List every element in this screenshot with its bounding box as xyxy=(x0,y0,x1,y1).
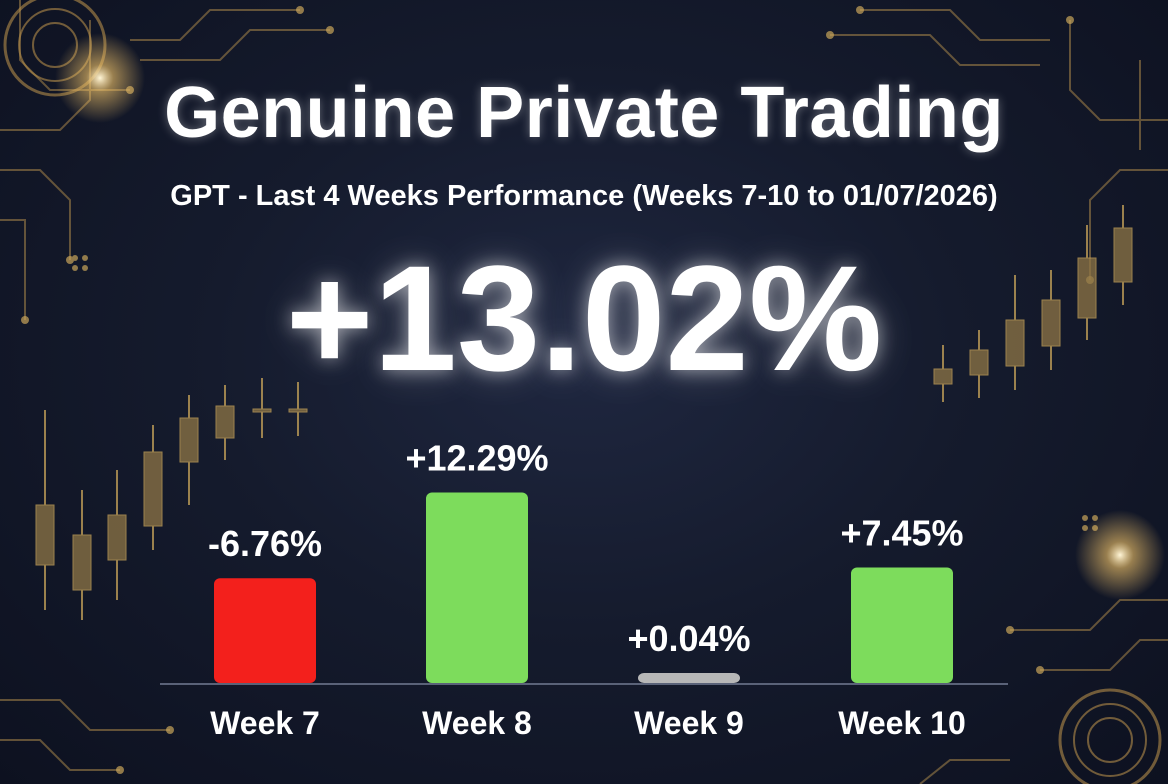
bar-value-label: +7.45% xyxy=(840,513,963,554)
bar-week-10 xyxy=(851,567,953,683)
category-label: Week 9 xyxy=(634,705,744,741)
category-label: Week 8 xyxy=(422,705,532,741)
bar-value-label: -6.76% xyxy=(208,523,322,564)
bar-week-8 xyxy=(426,492,528,683)
page-title: Genuine Private Trading xyxy=(164,73,1004,153)
bar-value-label: +0.04% xyxy=(627,618,750,659)
bar-week-7 xyxy=(214,578,316,683)
light-flare-top-left xyxy=(55,33,145,123)
candlesticks-right xyxy=(933,205,1133,402)
bar-week-9 xyxy=(638,673,740,683)
category-label: Week 7 xyxy=(210,705,320,741)
total-return-value: +13.02% xyxy=(285,234,883,402)
bar-value-label: +12.29% xyxy=(405,438,548,479)
category-label: Week 10 xyxy=(838,705,966,741)
candlesticks-left xyxy=(35,378,308,620)
gear-ring-bottom-right xyxy=(1058,688,1162,784)
light-flare-right xyxy=(1075,510,1165,600)
chart-subtitle: GPT - Last 4 Weeks Performance (Weeks 7-… xyxy=(170,180,998,212)
